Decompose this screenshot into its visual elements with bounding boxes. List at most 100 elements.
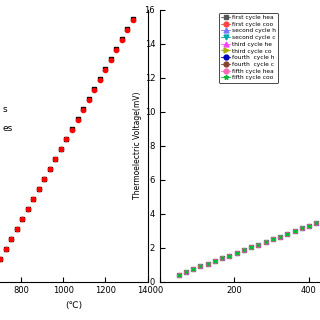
heating — [59, 147, 63, 151]
heating — [48, 167, 52, 171]
first cycle coo — [271, 237, 275, 241]
Line: first cycle hea: first cycle hea — [177, 221, 318, 276]
fifth cycle coo — [177, 273, 180, 276]
fourth  cycle h — [206, 262, 210, 266]
cooling — [31, 197, 35, 201]
first cycle coo — [256, 243, 260, 247]
second cycle h — [292, 229, 296, 233]
cooling — [4, 248, 7, 252]
second cycle h — [184, 270, 188, 274]
fifth cycle coo — [264, 240, 268, 244]
second cycle h — [177, 273, 180, 276]
first cycle hea — [242, 248, 246, 252]
first cycle hea — [191, 267, 195, 271]
heating — [103, 67, 107, 71]
Line: second cycle h: second cycle h — [177, 221, 318, 276]
second cycle c — [249, 245, 253, 249]
cooling — [131, 18, 135, 21]
cooling — [103, 68, 107, 71]
second cycle c — [235, 251, 238, 255]
fourth  cycle h — [220, 256, 224, 260]
Line: third cycle he: third cycle he — [177, 221, 318, 276]
second cycle h — [242, 248, 246, 252]
third cycle he — [184, 270, 188, 274]
first cycle coo — [285, 232, 289, 236]
third cycle co — [206, 262, 210, 266]
first cycle coo — [228, 254, 231, 258]
fifth cycle hea — [300, 227, 304, 230]
second cycle h — [220, 256, 224, 260]
second cycle h — [213, 259, 217, 263]
fourth  cycle h — [249, 245, 253, 249]
fourth  cycle h — [184, 270, 188, 274]
heating — [4, 247, 7, 251]
Text: es: es — [3, 124, 13, 133]
fifth cycle hea — [177, 273, 180, 276]
first cycle hea — [198, 265, 202, 268]
fourth  cycle c — [242, 248, 246, 252]
heating — [26, 207, 30, 211]
first cycle coo — [191, 267, 195, 271]
fourth  cycle h — [228, 254, 231, 258]
fifth cycle coo — [285, 232, 289, 236]
fifth cycle hea — [264, 240, 268, 244]
cooling — [81, 108, 85, 111]
heating — [15, 227, 19, 231]
fourth  cycle h — [213, 259, 217, 263]
first cycle hea — [314, 221, 318, 225]
second cycle h — [300, 227, 304, 230]
second cycle c — [292, 229, 296, 233]
second cycle c — [285, 232, 289, 236]
third cycle he — [177, 273, 180, 276]
first cycle coo — [314, 221, 318, 225]
Line: cooling: cooling — [0, 18, 135, 261]
fifth cycle hea — [307, 224, 311, 228]
third cycle co — [228, 254, 231, 258]
third cycle co — [249, 245, 253, 249]
cooling — [70, 128, 74, 132]
first cycle coo — [206, 262, 210, 266]
third cycle he — [264, 240, 268, 244]
fifth cycle hea — [220, 256, 224, 260]
fourth  cycle h — [235, 251, 238, 255]
fourth  cycle h — [242, 248, 246, 252]
Y-axis label: Thermoelectric Voltage(mV): Thermoelectric Voltage(mV) — [133, 92, 142, 199]
heating — [125, 27, 129, 31]
fourth  cycle h — [271, 237, 275, 241]
fifth cycle hea — [249, 245, 253, 249]
third cycle co — [213, 259, 217, 263]
fourth  cycle h — [177, 273, 180, 276]
second cycle c — [278, 235, 282, 238]
fourth  cycle c — [228, 254, 231, 258]
fourth  cycle c — [271, 237, 275, 241]
fourth  cycle h — [256, 243, 260, 247]
third cycle he — [278, 235, 282, 238]
second cycle c — [206, 262, 210, 266]
heating — [114, 47, 118, 51]
second cycle c — [256, 243, 260, 247]
fourth  cycle c — [206, 262, 210, 266]
fourth  cycle c — [220, 256, 224, 260]
heating — [76, 117, 79, 121]
heating — [0, 257, 2, 261]
third cycle he — [242, 248, 246, 252]
heating — [20, 217, 24, 221]
heating — [120, 37, 124, 41]
fourth  cycle h — [191, 267, 195, 271]
fifth cycle hea — [285, 232, 289, 236]
fifth cycle hea — [314, 221, 318, 225]
heating — [131, 17, 135, 21]
second cycle c — [242, 248, 246, 252]
cooling — [26, 208, 30, 212]
fifth cycle coo — [191, 267, 195, 271]
third cycle co — [177, 273, 180, 276]
first cycle coo — [213, 259, 217, 263]
Line: first cycle coo: first cycle coo — [177, 221, 318, 276]
third cycle co — [198, 265, 202, 268]
second cycle c — [264, 240, 268, 244]
first cycle coo — [264, 240, 268, 244]
first cycle coo — [235, 251, 238, 255]
cooling — [0, 258, 2, 261]
cooling — [92, 88, 96, 92]
cooling — [37, 188, 41, 191]
